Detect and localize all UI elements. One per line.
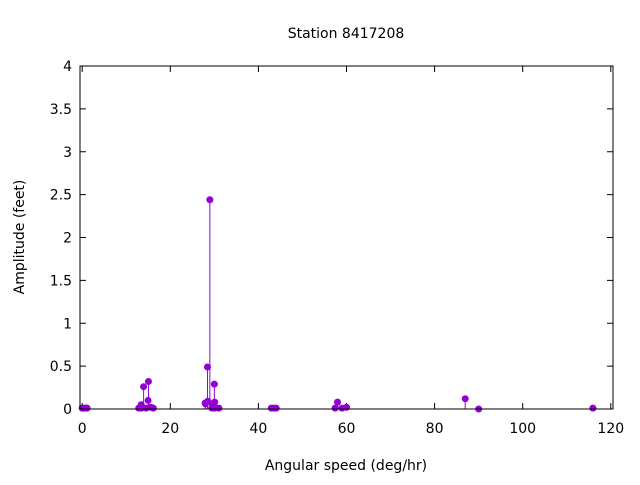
y-axis-label: Amplitude (feet)	[12, 180, 28, 295]
y-tick-label: 1.5	[50, 273, 72, 289]
data-point	[211, 398, 219, 406]
data-point	[331, 404, 339, 412]
x-axis-label: Angular speed (deg/hr)	[265, 458, 427, 474]
x-tick-label: 0	[78, 421, 87, 437]
chart-title: Station 8417208	[288, 26, 405, 42]
y-tick-label: 0	[63, 402, 72, 418]
data-point	[83, 404, 91, 412]
data-point	[206, 196, 214, 204]
y-tick-label: 2	[63, 231, 72, 247]
x-tick-label: 40	[249, 421, 267, 437]
data-point	[272, 404, 280, 412]
data-point	[149, 404, 157, 412]
data-point	[461, 395, 469, 403]
data-point	[210, 380, 218, 388]
data-point	[140, 383, 148, 391]
y-tick-label: 3	[63, 145, 72, 161]
data-point	[343, 403, 350, 411]
data-point	[215, 404, 223, 412]
y-tick-label: 2.5	[50, 188, 72, 204]
data-point	[203, 363, 211, 371]
x-tick-label: 100	[509, 421, 536, 437]
x-tick-label: 120	[597, 421, 624, 437]
y-tick-label: 1	[63, 316, 72, 332]
data-point	[334, 398, 342, 406]
y-tick-label: 4	[63, 59, 72, 75]
data-point	[589, 404, 597, 412]
y-tick-label: 0.5	[50, 359, 72, 375]
x-tick-label: 20	[161, 421, 179, 437]
plot-frame	[79, 65, 614, 410]
data-point	[144, 378, 152, 386]
y-tick-label: 3.5	[50, 102, 72, 118]
x-tick-label: 80	[426, 421, 444, 437]
x-tick-label: 60	[338, 421, 356, 437]
